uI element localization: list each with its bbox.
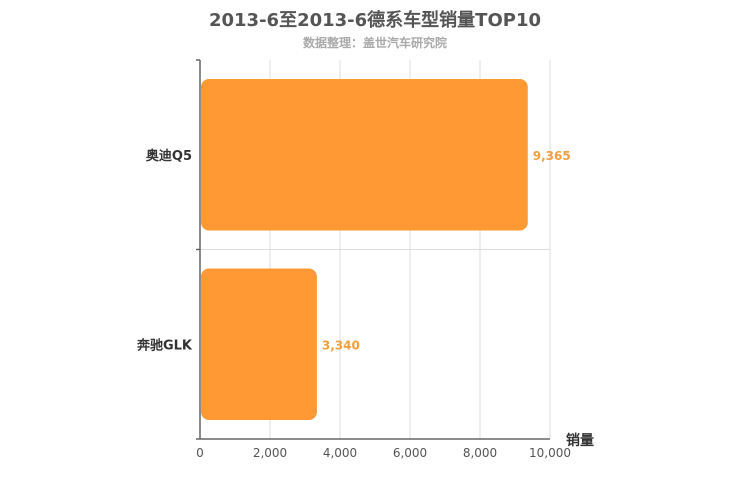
bar (201, 79, 528, 231)
x-tick-label: 8,000 (463, 446, 497, 460)
x-tick-label: 10,000 (529, 446, 571, 460)
x-tick-label: 2,000 (253, 446, 287, 460)
chart-title: 2013-6至2013-6德系车型销量TOP10 (208, 10, 541, 31)
bar (201, 268, 317, 420)
category-label: 奥迪Q5 (146, 148, 192, 164)
category-label: 奔驰GLK (136, 337, 193, 353)
x-tick-label: 6,000 (393, 446, 427, 460)
data-label: 9,365 (533, 149, 571, 163)
chart-subtitle: 数据整理：盖世汽车研究院 (302, 36, 447, 50)
data-label: 3,340 (322, 338, 360, 352)
x-axis-title: 销量 (566, 432, 594, 449)
x-tick-label: 4,000 (323, 446, 357, 460)
x-tick-label: 0 (196, 446, 204, 460)
